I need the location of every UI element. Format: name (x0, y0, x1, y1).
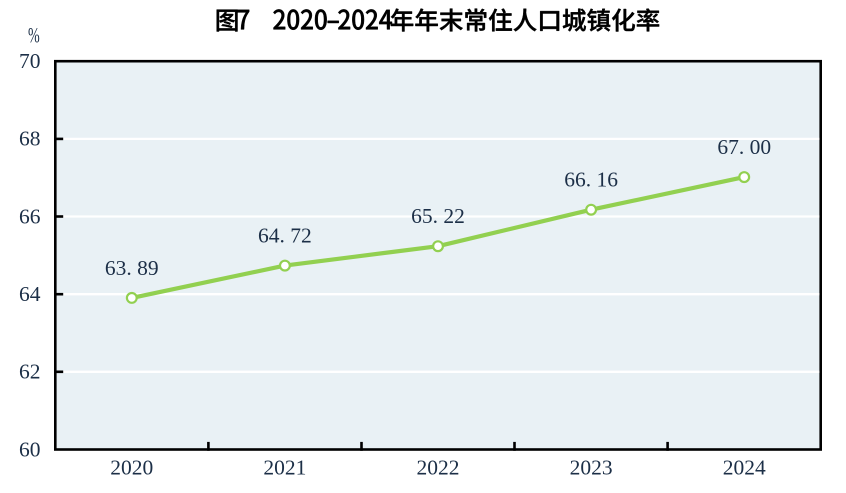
svg-text:64. 72: 64. 72 (258, 224, 312, 248)
svg-text:2021: 2021 (263, 455, 306, 479)
svg-text:66. 16: 66. 16 (564, 168, 618, 192)
svg-text:67. 00: 67. 00 (717, 135, 771, 159)
svg-text:64: 64 (19, 282, 41, 306)
svg-text:2020: 2020 (110, 455, 153, 479)
svg-text:68: 68 (19, 127, 41, 151)
svg-text:2023: 2023 (570, 455, 613, 479)
svg-text:2024: 2024 (723, 455, 766, 479)
svg-text:70: 70 (19, 49, 41, 73)
svg-text:62: 62 (19, 360, 41, 384)
svg-text:66: 66 (19, 204, 41, 228)
svg-text:%: % (28, 23, 40, 47)
svg-text:2022: 2022 (417, 455, 460, 479)
svg-text:63. 89: 63. 89 (105, 256, 159, 280)
svg-text:60: 60 (19, 437, 41, 461)
svg-text:65. 22: 65. 22 (411, 204, 465, 228)
